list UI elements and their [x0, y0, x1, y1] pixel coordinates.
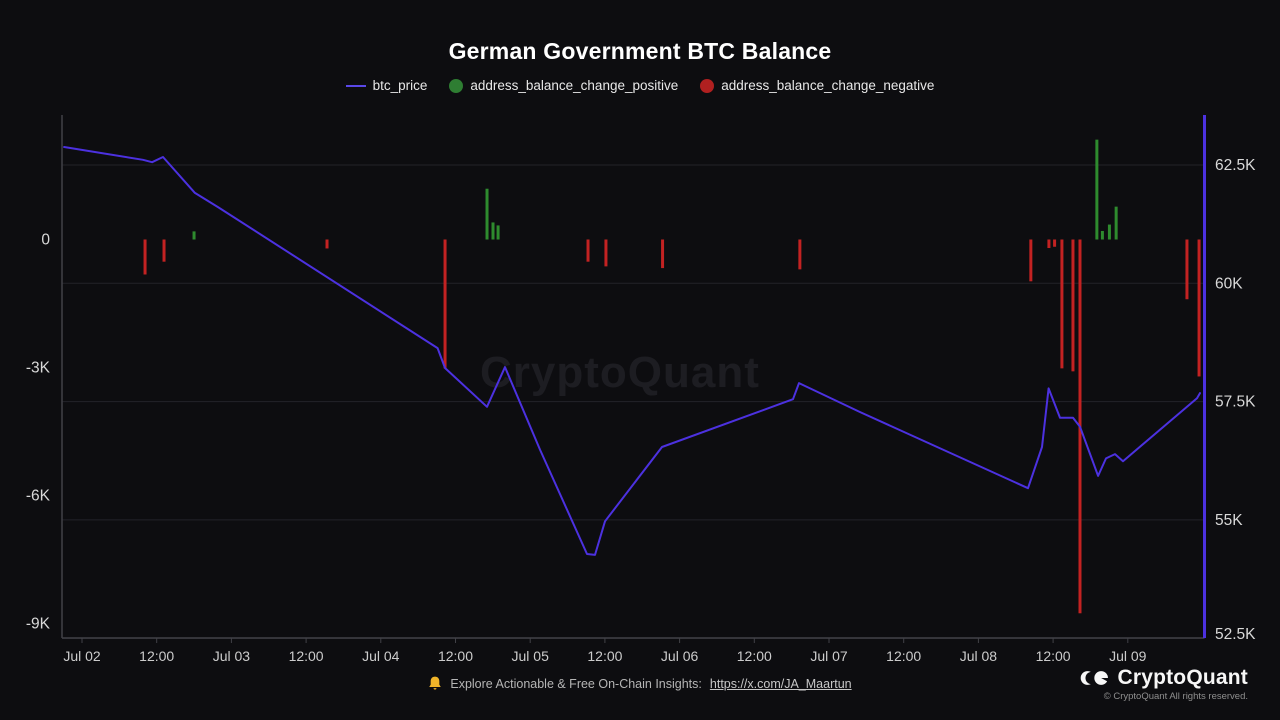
green-dot-icon: [449, 78, 464, 93]
right-axis-label: 60K: [1215, 275, 1243, 292]
x-axis-label: Jul 09: [1109, 648, 1147, 664]
address_balance_change_negative-bar: [1071, 239, 1075, 372]
address_balance_change_negative-bar: [604, 239, 608, 267]
address_balance_change_positive-bar: [1107, 224, 1111, 240]
left-axis-label: -6K: [26, 488, 51, 505]
footer-link[interactable]: https://x.com/JA_Maartun: [709, 676, 852, 691]
x-axis-label: Jul 08: [960, 648, 998, 664]
address_balance_change_negative-bar: [1060, 239, 1064, 369]
x-axis-label: 12:00: [289, 648, 324, 664]
address_balance_change_negative-bar: [661, 239, 665, 269]
chart-plot-area[interactable]: Jul 02 12:00 Jul 03 12:00 Jul 04 12:00 Jul 05 1…: [0, 0, 1280, 672]
x-axis-label: 12:00: [139, 648, 174, 664]
legend-label: btc_price: [372, 78, 428, 93]
address_balance_change_positive-bar: [491, 222, 495, 240]
left-axis-label: 0: [41, 232, 50, 249]
address_balance_change_positive-bar: [1100, 230, 1104, 240]
left-axis-label: -9K: [26, 616, 51, 633]
address_balance_change_negative-bar: [143, 239, 147, 275]
legend-item-btc-price[interactable]: btc_price: [345, 78, 428, 93]
line-swatch-icon: [345, 84, 366, 87]
address_balance_change_negative-bar: [443, 239, 447, 369]
cryptoquant-watermark: CryptoQuant: [480, 348, 760, 397]
chart-legend: btc_price address_balance_change_positiv…: [0, 78, 1280, 93]
x-axis-label: Jul 03: [213, 648, 251, 664]
x-axis-label: 12:00: [1036, 648, 1071, 664]
brand-block: CryptoQuant © CryptoQuant All rights res…: [1080, 666, 1248, 702]
copyright-text: © CryptoQuant All rights reserved.: [1103, 691, 1248, 702]
footer-note: Explore Actionable & Free On-Chain Insig…: [0, 676, 1280, 691]
btc-price-line: [63, 146, 1201, 556]
address_balance_change_positive-bar: [1114, 206, 1118, 240]
address_balance_change_negative-bar: [586, 239, 590, 262]
address_balance_change_negative-bar: [1185, 239, 1189, 300]
footer-text: Explore Actionable & Free On-Chain Insig…: [450, 676, 702, 691]
cryptoquant-logo-icon: [1081, 671, 1110, 685]
page-title: German Government BTC Balance: [448, 38, 832, 64]
address_balance_change_negative-bar: [1029, 239, 1033, 282]
red-dot-icon: [700, 78, 715, 93]
bell-icon: [429, 676, 442, 690]
right-axis-label: 55K: [1215, 512, 1243, 529]
address_balance_change_positive-bar: [1095, 139, 1099, 240]
address_balance_change_positive-bar: [485, 188, 489, 240]
legend-label: address_balance_change_positive: [470, 78, 679, 93]
address_balance_change_positive-bar: [192, 231, 196, 240]
x-axis-label: 12:00: [438, 648, 473, 664]
brand-name: CryptoQuant: [1117, 666, 1248, 689]
right-axis-label: 62.5K: [1215, 157, 1256, 174]
legend-item-balance-change-negative[interactable]: address_balance_change_negative: [700, 78, 934, 93]
x-axis-label: Jul 04: [362, 648, 400, 664]
x-axis-label: Jul 02: [63, 648, 101, 664]
x-axis-label: 12:00: [737, 648, 772, 664]
x-axis-label: Jul 07: [810, 648, 848, 664]
address_balance_change_negative-bar: [1047, 239, 1051, 249]
x-axis-label: 12:00: [886, 648, 921, 664]
address_balance_change_positive-bar: [496, 225, 500, 240]
legend-label: address_balance_change_negative: [721, 78, 935, 93]
address_balance_change_negative-bar: [162, 239, 166, 262]
address_balance_change_negative-bar: [798, 239, 802, 270]
x-axis-label: Jul 05: [512, 648, 550, 664]
address_balance_change_negative-bar: [325, 239, 329, 249]
x-axis-label: Jul 06: [661, 648, 699, 664]
legend-item-balance-change-positive[interactable]: address_balance_change_positive: [449, 78, 678, 93]
x-axis-label: 12:00: [587, 648, 622, 664]
address_balance_change_negative-bar: [1197, 239, 1201, 377]
left-axis-label: -3K: [26, 360, 51, 377]
address_balance_change_negative-bar: [1053, 239, 1057, 247]
right-axis-label: 52.5K: [1215, 626, 1256, 643]
right-axis-label: 57.5K: [1215, 394, 1256, 411]
